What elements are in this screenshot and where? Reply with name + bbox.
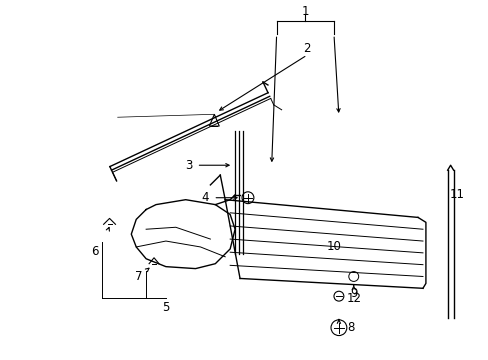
Text: 11: 11 [449, 188, 464, 201]
Text: 9: 9 [349, 287, 357, 300]
Text: 10: 10 [326, 240, 341, 253]
Text: 5: 5 [162, 301, 169, 315]
Text: 12: 12 [346, 292, 361, 305]
Text: 3: 3 [184, 159, 192, 172]
Text: 8: 8 [346, 321, 354, 334]
Text: 6: 6 [91, 246, 98, 258]
Text: 7: 7 [135, 270, 142, 283]
Text: 2: 2 [303, 41, 310, 55]
Text: 1: 1 [301, 5, 308, 18]
Text: 4: 4 [201, 191, 209, 204]
